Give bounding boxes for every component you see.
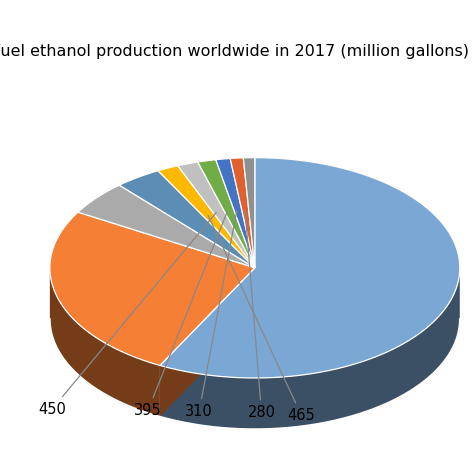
Text: 395: 395 — [134, 211, 228, 418]
Polygon shape — [50, 212, 255, 365]
Text: 310: 310 — [185, 210, 237, 419]
Polygon shape — [160, 268, 255, 417]
Polygon shape — [158, 166, 255, 268]
Text: 450: 450 — [38, 213, 216, 417]
Polygon shape — [243, 158, 255, 268]
Polygon shape — [160, 268, 460, 429]
Polygon shape — [216, 158, 255, 268]
Polygon shape — [160, 268, 255, 417]
Text: Fuel ethanol production worldwide in 2017 (million gallons): Fuel ethanol production worldwide in 201… — [0, 44, 469, 59]
Polygon shape — [50, 268, 160, 417]
Text: 280: 280 — [245, 210, 275, 420]
Polygon shape — [198, 160, 255, 268]
Text: 465: 465 — [208, 216, 316, 423]
Polygon shape — [119, 171, 255, 268]
Polygon shape — [230, 158, 255, 268]
Polygon shape — [178, 162, 255, 268]
Polygon shape — [78, 185, 255, 268]
Polygon shape — [160, 158, 460, 378]
